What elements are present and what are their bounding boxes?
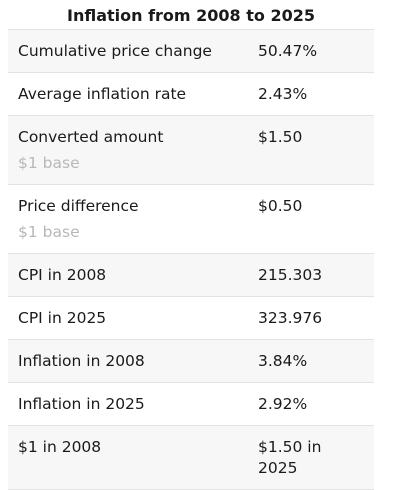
value-cell: 2.92%: [248, 383, 374, 426]
table-row: Inflation in 2008 3.84%: [8, 339, 374, 383]
row-value: 215.303: [258, 266, 323, 284]
table-row: CPI in 2025 323.976: [8, 296, 374, 340]
table-row: Price difference $1 base $0.50: [8, 184, 374, 254]
row-value: $0.50: [258, 197, 303, 215]
value-cell: 323.976: [248, 297, 374, 340]
value-cell: 50.47%: [248, 30, 374, 73]
value-cell: $1.50: [248, 116, 374, 185]
row-label: Average inflation rate: [18, 85, 187, 103]
row-sublabel: $1 base: [18, 223, 80, 241]
row-label: Converted amount: [18, 128, 164, 146]
row-value: $1.50: [258, 128, 303, 146]
row-label: Cumulative price change: [18, 42, 212, 60]
label-cell: Converted amount $1 base: [8, 116, 248, 185]
row-label: CPI in 2008: [18, 266, 107, 284]
label-cell: Price difference $1 base: [8, 185, 248, 254]
row-value: 3.84%: [258, 352, 308, 370]
table-row: Inflation in 2025 2.92%: [8, 382, 374, 426]
table-body: Cumulative price change 50.47% Average inf…: [8, 29, 374, 490]
row-label: $1 in 2008: [18, 438, 102, 456]
label-cell: Inflation in 2025: [8, 383, 248, 426]
table-row: $1 in 2008 $1.50 in 2025: [8, 425, 374, 490]
label-cell: CPI in 2008: [8, 254, 248, 297]
table-row: CPI in 2008 215.303: [8, 253, 374, 297]
table: Cumulative price change 50.47% Average inf…: [8, 29, 374, 490]
row-label: Inflation in 2008: [18, 352, 145, 370]
label-cell: CPI in 2025: [8, 297, 248, 340]
value-cell: 2.43%: [248, 73, 374, 116]
value-cell: 3.84%: [248, 340, 374, 383]
table-row: Cumulative price change 50.47%: [8, 29, 374, 73]
value-cell: 215.303: [248, 254, 374, 297]
row-label: CPI in 2025: [18, 309, 107, 327]
title: Inflation from 2008 to 2025: [66, 6, 315, 25]
row-label: Price difference: [18, 197, 139, 215]
row-value: 2.43%: [258, 85, 308, 103]
label-cell: Inflation in 2008: [8, 340, 248, 383]
table-row: Average inflation rate 2.43%: [8, 72, 374, 116]
value-cell: $1.50 in 2025: [248, 426, 374, 490]
row-sublabel: $1 base: [18, 154, 80, 172]
table-row: Converted amount $1 base $1.50: [8, 115, 374, 185]
label-cell: $1 in 2008: [8, 426, 248, 490]
label-cell: Average inflation rate: [8, 73, 248, 116]
label-cell: Cumulative price change: [8, 30, 248, 73]
value-cell: $0.50: [248, 185, 374, 254]
page: Inflation from 2008 to 2025 Cumulative p…: [8, 6, 374, 490]
row-value: 50.47%: [258, 42, 318, 60]
row-value: 2.92%: [258, 395, 308, 413]
row-value: 323.976: [258, 309, 323, 327]
row-label: Inflation in 2025: [18, 395, 145, 413]
row-value: $1.50 in 2025: [258, 438, 322, 477]
